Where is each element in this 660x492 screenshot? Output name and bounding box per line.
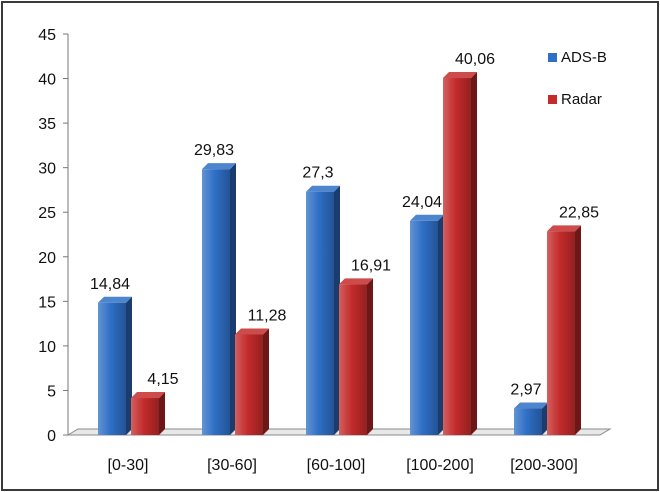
y-tick-label: 40: [38, 72, 56, 89]
y-tick-label: 35: [38, 116, 56, 133]
bar-side: [438, 214, 444, 435]
bar-top: [202, 163, 236, 170]
data-label: 2,97: [510, 382, 541, 399]
y-tick-label: 30: [38, 161, 56, 178]
bar-side: [159, 392, 165, 435]
bar-side: [542, 402, 548, 435]
bar-side: [334, 185, 340, 435]
bar-side: [263, 328, 269, 435]
data-label: 29,83: [194, 142, 234, 159]
bar-ads-b-3[interactable]: [410, 220, 438, 435]
bar-ads-b-0[interactable]: [98, 302, 126, 435]
data-label: 14,84: [90, 276, 130, 293]
bar-radar-3[interactable]: [443, 78, 471, 436]
bar-radar-2[interactable]: [339, 284, 367, 435]
bar-ads-b-2[interactable]: [306, 191, 334, 435]
bar-ads-b-4[interactable]: [514, 408, 542, 435]
x-category-label: [0-30]: [108, 457, 149, 474]
bar-top: [547, 225, 581, 232]
y-tick-label: 15: [38, 294, 56, 311]
data-label: 40,06: [455, 51, 495, 68]
bar-side: [367, 278, 373, 435]
bar-side: [230, 163, 236, 435]
data-label: 16,91: [351, 257, 391, 274]
y-tick-label: 5: [47, 383, 56, 400]
x-category-label: [200-300]: [510, 457, 578, 474]
bar-top: [443, 72, 477, 79]
data-label: 24,04: [402, 194, 442, 211]
bar-top: [98, 296, 132, 303]
bar-top: [235, 328, 269, 335]
bar-top: [131, 392, 165, 399]
legend-swatch: [548, 53, 557, 62]
y-tick-label: 10: [38, 339, 56, 356]
bar-side: [471, 72, 477, 436]
x-category-label: [30-60]: [207, 457, 257, 474]
x-category-label: [60-100]: [307, 457, 366, 474]
y-tick-label: 25: [38, 205, 56, 222]
bar-radar-1[interactable]: [235, 334, 263, 435]
bar-top: [514, 402, 548, 409]
data-label: 27,3: [302, 165, 333, 182]
y-tick-label: 20: [38, 250, 56, 267]
x-category-label: [100-200]: [406, 457, 474, 474]
data-label: 11,28: [248, 307, 287, 324]
bar-radar-0[interactable]: [131, 398, 159, 435]
bar-side: [126, 296, 132, 435]
bar-ads-b-1[interactable]: [202, 169, 230, 435]
legend-swatch: [548, 95, 557, 104]
bar-top: [306, 185, 340, 192]
legend-label: Radar: [561, 91, 602, 108]
y-tick-label: 45: [38, 27, 56, 44]
bar-side: [575, 225, 581, 435]
bar-top: [410, 214, 444, 221]
bar-top: [339, 278, 373, 285]
data-label: 22,85: [559, 204, 599, 221]
y-tick-label: 0: [47, 428, 56, 445]
data-label: 4,15: [147, 371, 178, 388]
bar-radar-4[interactable]: [547, 231, 575, 435]
legend-label: ADS-B: [561, 49, 607, 66]
